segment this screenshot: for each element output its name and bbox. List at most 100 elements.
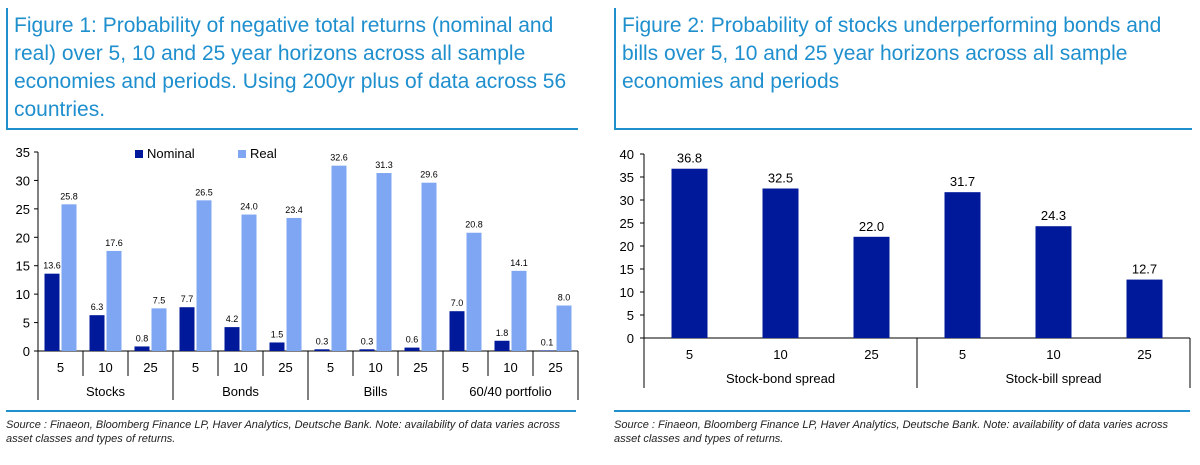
legend-label-real: Real — [250, 146, 277, 161]
data-label-real: 25.8 — [60, 191, 78, 201]
y-tick-label: 10 — [16, 287, 30, 302]
data-label: 22.0 — [859, 219, 884, 234]
y-tick-label: 20 — [620, 239, 634, 254]
bar-real — [241, 214, 257, 351]
data-label-nominal: 6.3 — [91, 302, 104, 312]
data-label-real: 29.6 — [420, 170, 438, 180]
data-label-real: 31.3 — [375, 160, 393, 170]
bar-real — [106, 250, 122, 351]
figure-1-title-box: Figure 1: Probability of negative total … — [6, 8, 578, 130]
x-tick-label: 10 — [368, 360, 382, 375]
y-tick-label: 15 — [16, 259, 30, 274]
bar-real — [196, 200, 212, 351]
figure-1-title: Figure 1: Probability of negative total … — [14, 14, 567, 121]
data-label-nominal: 4.2 — [226, 314, 239, 324]
data-label-nominal: 0.3 — [316, 336, 329, 346]
data-label-nominal: 0.3 — [361, 336, 374, 346]
data-label-real: 20.8 — [465, 220, 483, 230]
data-label: 32.5 — [768, 171, 793, 186]
bar-real — [151, 308, 167, 351]
data-label: 36.8 — [677, 151, 702, 166]
bar-spread — [1126, 279, 1163, 338]
bar-nominal — [269, 342, 285, 351]
figure-1-source: Source : Finaeon, Bloomberg Finance LP, … — [6, 419, 560, 445]
bar-real — [466, 232, 482, 351]
data-label: 12.7 — [1132, 262, 1157, 277]
y-tick-label: 30 — [620, 193, 634, 208]
figure-1-source-box: Source : Finaeon, Bloomberg Finance LP, … — [6, 410, 576, 446]
x-tick-label: 5 — [462, 360, 469, 375]
figure-2-chart: 0 5 10 15 20 25 30 35 40 5 10 25 5 10 25 Stock-bond spr… — [620, 147, 1191, 388]
x-tick-label: 5 — [192, 360, 199, 375]
x-tick-label: 25 — [143, 360, 157, 375]
y-tick-label: 0 — [627, 331, 634, 346]
legend-swatch-real — [238, 150, 246, 158]
bar-spread — [762, 188, 799, 338]
group-label: Bonds — [222, 384, 259, 399]
bar-nominal — [134, 346, 150, 351]
figure-2-source-box: Source : Finaeon, Bloomberg Finance LP, … — [614, 410, 1190, 446]
data-label-real: 14.1 — [510, 258, 528, 268]
y-tick-label: 25 — [16, 202, 30, 217]
x-tick-label: 25 — [278, 360, 292, 375]
bar-real — [331, 165, 347, 351]
bar-spread — [853, 236, 890, 338]
bar-nominal — [224, 327, 240, 351]
data-label-real: 7.5 — [153, 295, 166, 305]
y-tick-label: 30 — [16, 173, 30, 188]
group-label: Stock-bill spread — [1005, 371, 1101, 386]
x-tick-label: 10 — [233, 360, 247, 375]
figure-1-panel: Figure 1: Probability of negative total … — [0, 0, 592, 465]
data-label-nominal: 0.6 — [406, 335, 419, 345]
data-label-nominal: 0.8 — [136, 333, 149, 343]
data-label: 31.7 — [950, 174, 975, 189]
y-tick-label: 5 — [23, 316, 30, 331]
figure-2-panel: Figure 2: Probability of stocks underper… — [608, 0, 1200, 465]
figure-2-source: Source : Finaeon, Bloomberg Finance LP, … — [614, 419, 1168, 445]
y-tick-label: 10 — [620, 285, 634, 300]
y-tick-label: 25 — [620, 216, 634, 231]
figure-2-title: Figure 2: Probability of stocks underper… — [622, 14, 1162, 93]
x-tick-label: 5 — [327, 360, 334, 375]
bar-nominal — [494, 340, 510, 351]
x-tick-label: 10 — [773, 347, 787, 362]
bar-spread — [944, 192, 981, 338]
x-tick-label: 25 — [548, 360, 562, 375]
data-label-nominal: 13.6 — [43, 261, 61, 271]
x-tick-label: 10 — [1046, 347, 1060, 362]
legend-label-nominal: Nominal — [147, 146, 195, 161]
data-label-real: 26.5 — [195, 187, 213, 197]
y-tick-label: 40 — [620, 147, 634, 162]
x-tick-label: 5 — [686, 347, 693, 362]
x-tick-label: 25 — [413, 360, 427, 375]
y-tick-label: 5 — [627, 308, 634, 323]
y-tick-label: 20 — [16, 230, 30, 245]
x-tick-label: 5 — [959, 347, 966, 362]
bar-nominal — [359, 349, 375, 351]
x-tick-label: 5 — [57, 360, 64, 375]
figure-2-title-box: Figure 2: Probability of stocks underper… — [614, 8, 1192, 130]
data-label: 24.3 — [1041, 208, 1066, 223]
bar-real — [376, 173, 392, 351]
data-label-nominal: 1.8 — [496, 328, 509, 338]
bar-real — [556, 305, 572, 351]
x-tick-label: 25 — [864, 347, 878, 362]
data-label-real: 23.4 — [285, 205, 303, 215]
x-tick-label: 25 — [1137, 347, 1151, 362]
data-label-real: 24.0 — [240, 202, 258, 212]
data-label-nominal: 1.5 — [271, 329, 284, 339]
bar-spread — [1035, 226, 1072, 338]
bar-real — [511, 270, 527, 351]
figure-1-chart: 0 5 10 15 20 25 30 35 5 10 25 5 10 25 5 10 25 5 10 25 Stocks… — [16, 145, 579, 400]
bar-nominal — [539, 350, 555, 351]
y-tick-label: 35 — [620, 170, 634, 185]
data-label-nominal: 7.7 — [181, 294, 194, 304]
legend-swatch-nominal — [135, 150, 143, 158]
bar-nominal — [314, 349, 330, 351]
bar-spread — [671, 168, 708, 338]
group-label: Bills — [364, 384, 388, 399]
data-label-real: 8.0 — [558, 293, 571, 303]
group-label: 60/40 portfolio — [469, 384, 551, 399]
y-tick-label: 35 — [16, 145, 30, 160]
group-label: Stocks — [86, 384, 126, 399]
